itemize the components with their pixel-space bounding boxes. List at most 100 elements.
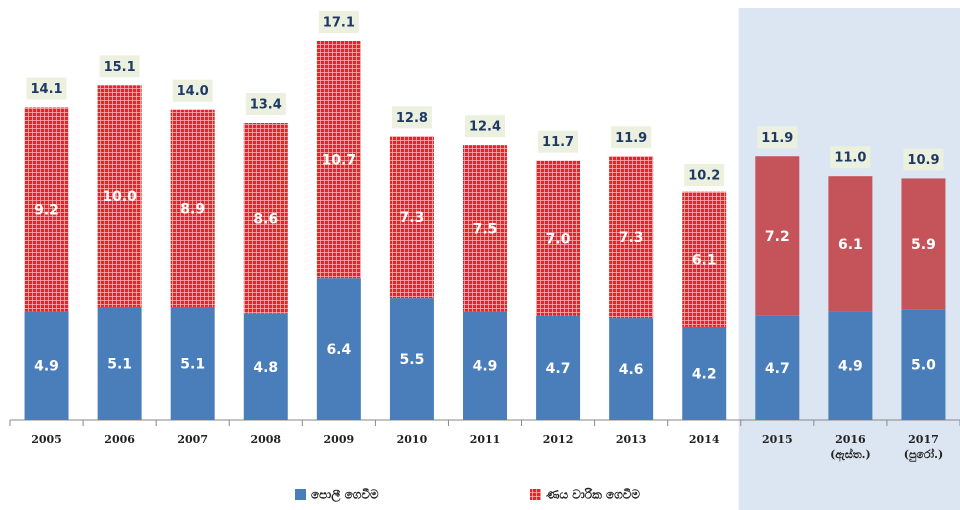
total-label: 10.9 — [907, 153, 939, 168]
value-label: 5.9 — [911, 237, 936, 253]
total-box — [26, 77, 67, 100]
value-label: 5.1 — [180, 356, 205, 372]
x-tick-label-line: 2011 — [470, 433, 501, 446]
total-label: 14.1 — [30, 82, 62, 97]
total-box — [757, 126, 798, 149]
x-tick-label: 2009 — [324, 433, 355, 446]
total-label: 12.8 — [396, 111, 428, 126]
total-label: 11.9 — [761, 131, 793, 146]
x-tick-label: 2014 — [689, 433, 720, 446]
x-tick-label: 2008 — [250, 433, 281, 446]
x-tick-label-line: 2005 — [31, 433, 62, 446]
total-label: 14.0 — [177, 84, 209, 99]
total-box — [830, 146, 871, 169]
value-label: 10.7 — [322, 153, 357, 169]
x-tick-label: 2015 — [762, 433, 793, 446]
value-label: 4.8 — [253, 360, 278, 376]
bar-segment — [97, 306, 142, 420]
bar-segment — [755, 315, 800, 420]
bar-segment — [243, 313, 288, 420]
value-label: 7.3 — [619, 230, 644, 246]
value-label: 4.7 — [765, 361, 790, 377]
legend-label: පොලී ගෙවීම — [311, 488, 379, 504]
total-box — [391, 106, 432, 129]
value-label: 7.0 — [546, 231, 571, 247]
bar-segment — [24, 311, 69, 420]
bar-segment — [389, 298, 434, 420]
x-tick-label-line: (ඇස්ත.) — [830, 447, 871, 462]
x-tick-label-line: 2007 — [177, 433, 208, 446]
total-box — [684, 163, 725, 186]
legend-swatch — [295, 489, 306, 500]
total-box — [465, 115, 505, 138]
x-tick-label-line: 2006 — [104, 433, 135, 446]
bar-segment — [901, 309, 946, 420]
x-tick-label: 2007 — [177, 433, 208, 446]
x-tick-label-line: 2015 — [762, 433, 793, 446]
total-box — [318, 11, 359, 33]
total-box — [903, 148, 944, 171]
value-label: 8.6 — [253, 211, 278, 227]
bar-segment — [828, 311, 873, 420]
value-label: 7.2 — [765, 229, 790, 245]
x-tick-label: 2016 (ඇස්ත.) — [830, 433, 871, 462]
value-label: 5.1 — [107, 356, 132, 372]
value-label: 4.9 — [838, 359, 863, 375]
bar-segment — [609, 156, 654, 319]
bar-segment — [170, 109, 215, 307]
x-tick-label: 2011 — [470, 433, 501, 446]
legend-swatch — [530, 489, 541, 500]
x-tick-label: 2006 — [104, 433, 135, 446]
bar-segment — [682, 191, 727, 327]
bar-segment — [609, 318, 654, 420]
value-label: 10.0 — [102, 189, 137, 205]
x-tick-label-line: 2016 — [835, 433, 866, 446]
total-label: 12.4 — [469, 120, 501, 135]
x-tick-label-line: 2012 — [543, 433, 574, 446]
total-label: 11.9 — [615, 131, 647, 146]
value-label: 4.6 — [619, 362, 644, 378]
total-label: 10.2 — [688, 168, 720, 183]
bar-segment — [463, 145, 507, 312]
total-box — [245, 93, 286, 116]
x-tick-label-line: 2008 — [250, 433, 281, 446]
value-label: 4.9 — [34, 359, 59, 375]
x-tick-label-line: (පුරෝ.) — [904, 447, 943, 462]
x-tick-label-line: 2010 — [397, 433, 428, 446]
bar-segment — [389, 136, 434, 299]
value-label: 6.4 — [326, 342, 351, 358]
value-label: 4.7 — [546, 361, 571, 377]
bar-segment — [536, 315, 581, 420]
total-box — [172, 79, 213, 102]
value-label: 7.5 — [473, 221, 498, 237]
total-label: 11.0 — [834, 151, 866, 166]
total-box — [99, 55, 140, 78]
bar-segment — [243, 123, 288, 314]
bar-segment — [316, 278, 361, 420]
value-label: 5.0 — [911, 358, 936, 374]
bar-segment — [536, 160, 581, 316]
x-tick-label: 2010 — [397, 433, 428, 446]
bar-segment — [463, 311, 507, 420]
bar-segment — [170, 306, 215, 420]
total-box — [538, 130, 579, 153]
x-tick-label: 2013 — [616, 433, 647, 446]
total-label: 15.1 — [104, 60, 136, 75]
bar-segment — [828, 176, 873, 312]
total-label: 17.1 — [323, 16, 355, 31]
x-tick-label-line: 2014 — [689, 433, 720, 446]
legend-label: ණය වාරික ගෙවීම — [545, 487, 640, 502]
value-label: 8.9 — [180, 201, 205, 217]
x-tick-label: 2012 — [543, 433, 574, 446]
bar-segment — [24, 107, 69, 312]
bar-segment — [901, 178, 946, 310]
bar-segment — [316, 41, 361, 279]
value-label: 9.2 — [34, 202, 59, 218]
x-tick-label: 2005 — [31, 433, 62, 446]
value-label: 6.1 — [692, 252, 717, 268]
bar-segment — [97, 85, 142, 307]
total-box — [611, 126, 652, 149]
x-tick-label-line: 2009 — [324, 433, 355, 446]
x-tick-label: 2017 (පුරෝ.) — [904, 433, 943, 462]
